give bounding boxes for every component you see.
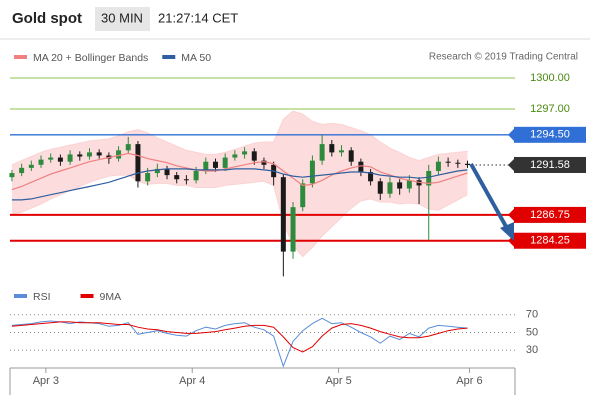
level-label-box [514,156,586,173]
candle-body [48,157,54,160]
time: 21:27:14 CET [158,10,238,25]
legend-label: MA 50 [181,52,211,64]
level-label-pointer [508,208,514,221]
x-tick-label: Apr 6 [456,375,482,387]
legend-swatch [14,294,27,298]
level-label-box [514,206,586,223]
candle-body [86,152,92,157]
title: Gold spot [12,10,82,27]
legend-label: 9MA [100,291,122,303]
level-label: 1294.50 [530,129,570,141]
bollinger-lower [11,174,468,258]
candle-body [77,154,83,157]
timeframe-box [95,7,150,31]
x-tick-label: Apr 5 [325,375,351,387]
bollinger-upper [11,110,468,166]
candle-body [38,159,44,165]
candle-body [203,161,209,171]
candle-body [145,173,151,182]
indicator-line [11,321,468,353]
level-label: 1286.75 [530,209,570,221]
candle-body [28,164,34,168]
candle-body [251,151,257,161]
legend-swatch [80,294,94,298]
candle-body [426,170,432,186]
candle-body [338,150,344,153]
candle-body [125,144,131,151]
source: Research © 2019 Trading Central [429,52,578,63]
candle-body [319,144,325,161]
ma-line [11,168,468,201]
level-label-box [514,232,586,249]
level-label: 1284.25 [530,235,570,247]
candle-body [455,162,461,164]
y-tick-label: 50 [526,326,538,338]
candle-body [465,163,471,165]
candle-body [300,183,306,208]
timeframe: 30 MIN [101,10,143,25]
candle-body [9,173,15,178]
candle-body [174,175,180,180]
candle-body [329,144,335,153]
candle-body [290,207,296,252]
candle-body [19,167,25,174]
candle-body [309,160,315,184]
candle-body [67,154,73,162]
candle-body [57,157,63,162]
x-tick-label: Apr 4 [179,375,205,387]
candle-body [222,157,228,168]
candle-body [397,182,403,189]
candle-body [183,179,189,181]
candle-body [387,182,393,194]
candle-body [377,181,383,194]
level-label: 1291.58 [530,159,570,171]
candle-body [280,177,286,252]
candle-body [232,154,238,158]
legend-swatch [162,55,176,59]
candle-body [242,151,248,155]
forecast-arrow [469,163,514,241]
candle-body [193,170,199,181]
candle-body [154,168,160,174]
level-label: 1297.00 [530,103,570,115]
candle-body [406,180,412,189]
level-label-pointer [508,128,514,141]
candle-body [358,161,364,173]
y-tick-label: 30 [526,344,538,356]
ma-line [11,152,468,191]
level-label-pointer [508,158,514,171]
legend-label: RSI [33,291,51,303]
candle-body [96,152,102,156]
level-label: 1300.00 [530,72,570,84]
candle-body [135,144,141,182]
level-label-box [514,126,586,143]
candle-body [445,161,451,163]
candle-body [116,150,122,159]
legend-label: MA 20 + Bollinger Bands [33,52,148,64]
y-tick-label: 70 [526,309,538,321]
candle-body [164,168,170,176]
x-tick-label: Apr 3 [33,375,59,387]
candle-body [212,161,218,168]
legend-swatch [14,55,27,59]
candle-body [368,172,374,182]
candle-body [348,150,354,162]
candle-body [261,160,267,165]
candle-body [435,161,441,171]
